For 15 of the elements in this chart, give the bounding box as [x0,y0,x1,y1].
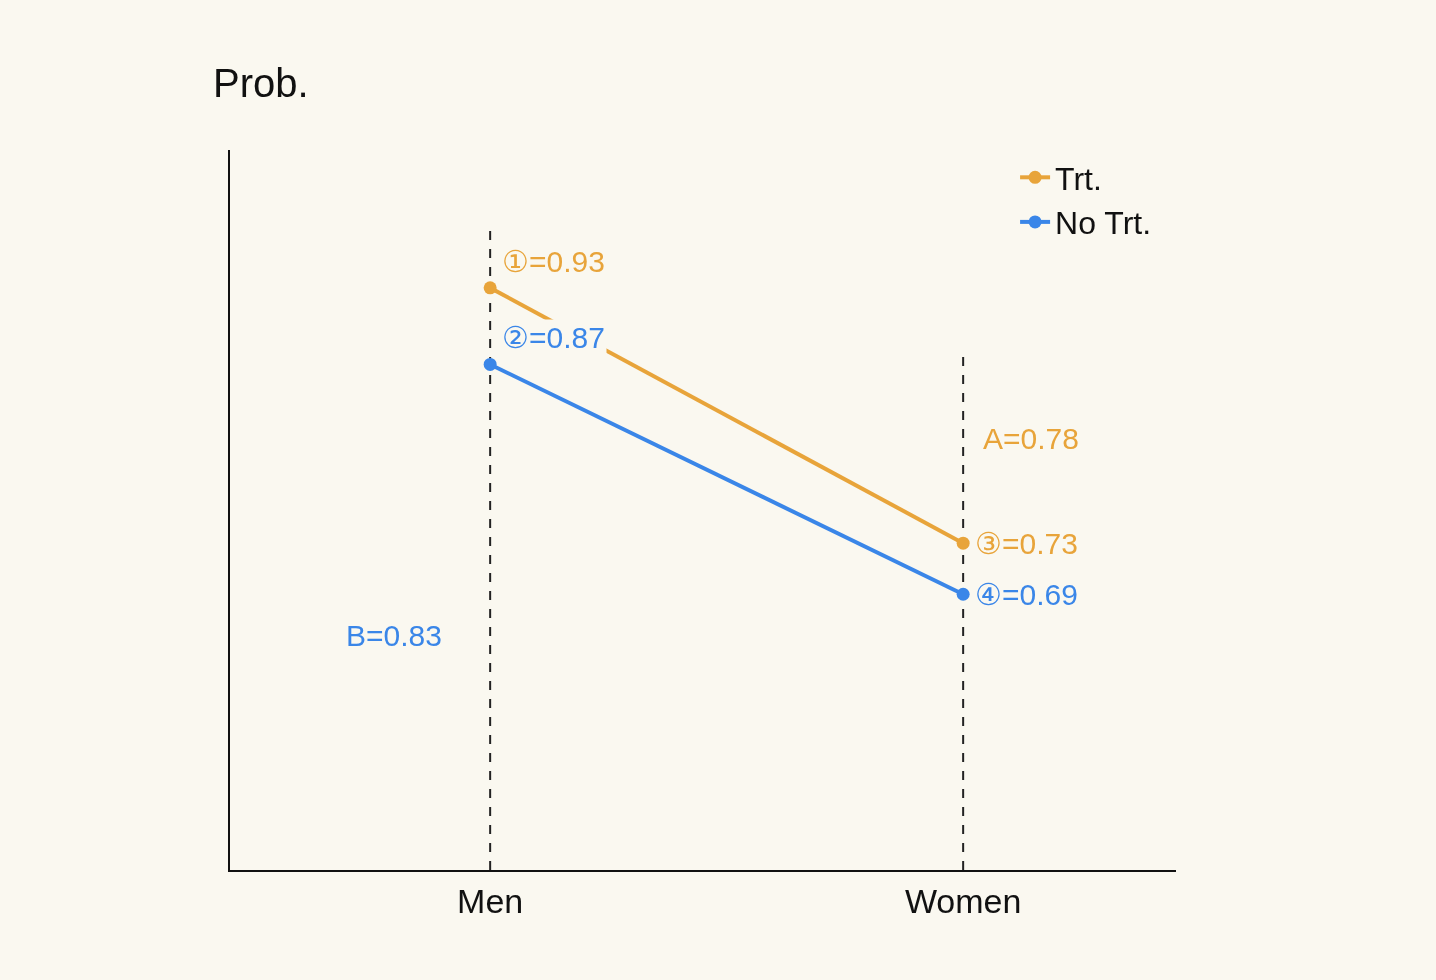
point [483,281,497,295]
legend-label: No Trt. [1055,205,1152,242]
point [956,587,970,601]
text: B=0.83 [346,619,442,652]
x-tick-label: Men [457,881,524,920]
data-label: ②=0.87 [502,321,605,354]
x-tick-label: Women [904,881,1022,920]
data-label: ③=0.73 [975,527,1078,560]
point [956,536,970,550]
annotation: A=0.78 [983,422,1079,455]
data-label: ①=0.93 [502,245,605,278]
y-axis-title: Prob. [213,61,309,105]
data-label: ④=0.69 [975,578,1078,611]
legend-label: Trt. [1055,160,1102,197]
point [483,357,497,371]
